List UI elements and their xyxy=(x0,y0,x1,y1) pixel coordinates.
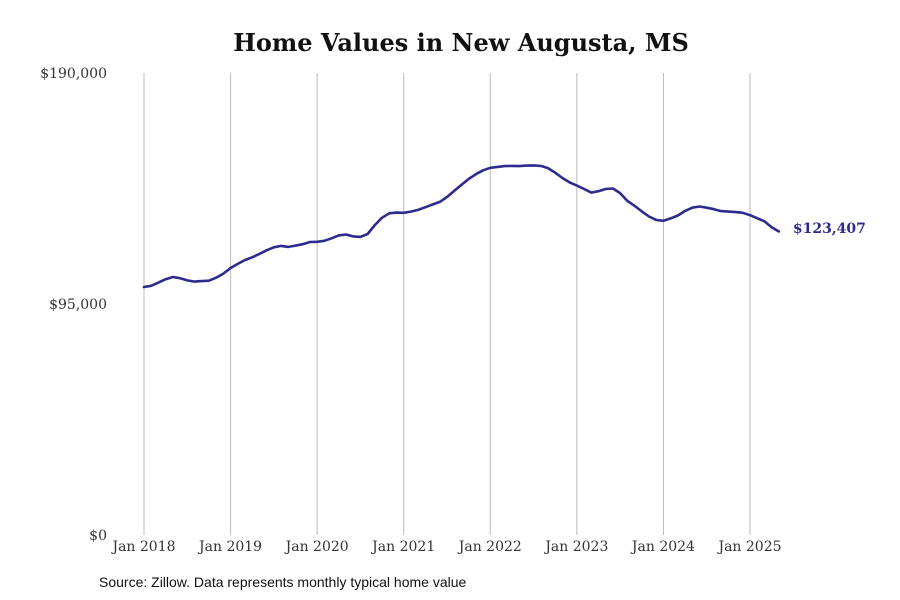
series: $123,407 xyxy=(142,164,866,289)
x-tick-label: Jan 2021 xyxy=(370,539,435,555)
series-line-0 xyxy=(142,164,781,289)
gridlines xyxy=(143,73,751,535)
x-tick-label: Jan 2019 xyxy=(197,539,262,555)
y-axis: $0 $95,000 $190,000 xyxy=(40,66,107,544)
x-tick-label: Jan 2024 xyxy=(630,539,695,555)
x-tick-label: Jan 2023 xyxy=(543,539,608,555)
x-tick-label: Jan 2020 xyxy=(284,539,349,555)
source-note: Source: Zillow. Data represents monthly … xyxy=(99,574,467,590)
y-tick-label: $0 xyxy=(89,528,107,544)
x-axis: Jan 2018 Jan 2019 Jan 2020 Jan 2021 Jan 2022… xyxy=(110,539,781,555)
y-tick-label: $95,000 xyxy=(49,297,107,313)
end-value-label: $123,407 xyxy=(793,221,866,237)
y-tick-label: $190,000 xyxy=(40,66,107,82)
x-tick-label: Jan 2022 xyxy=(457,539,522,555)
x-tick-label: Jan 2018 xyxy=(110,539,175,555)
chart-title: Home Values in New Augusta, MS xyxy=(233,28,689,57)
x-tick-label: Jan 2025 xyxy=(716,539,781,555)
